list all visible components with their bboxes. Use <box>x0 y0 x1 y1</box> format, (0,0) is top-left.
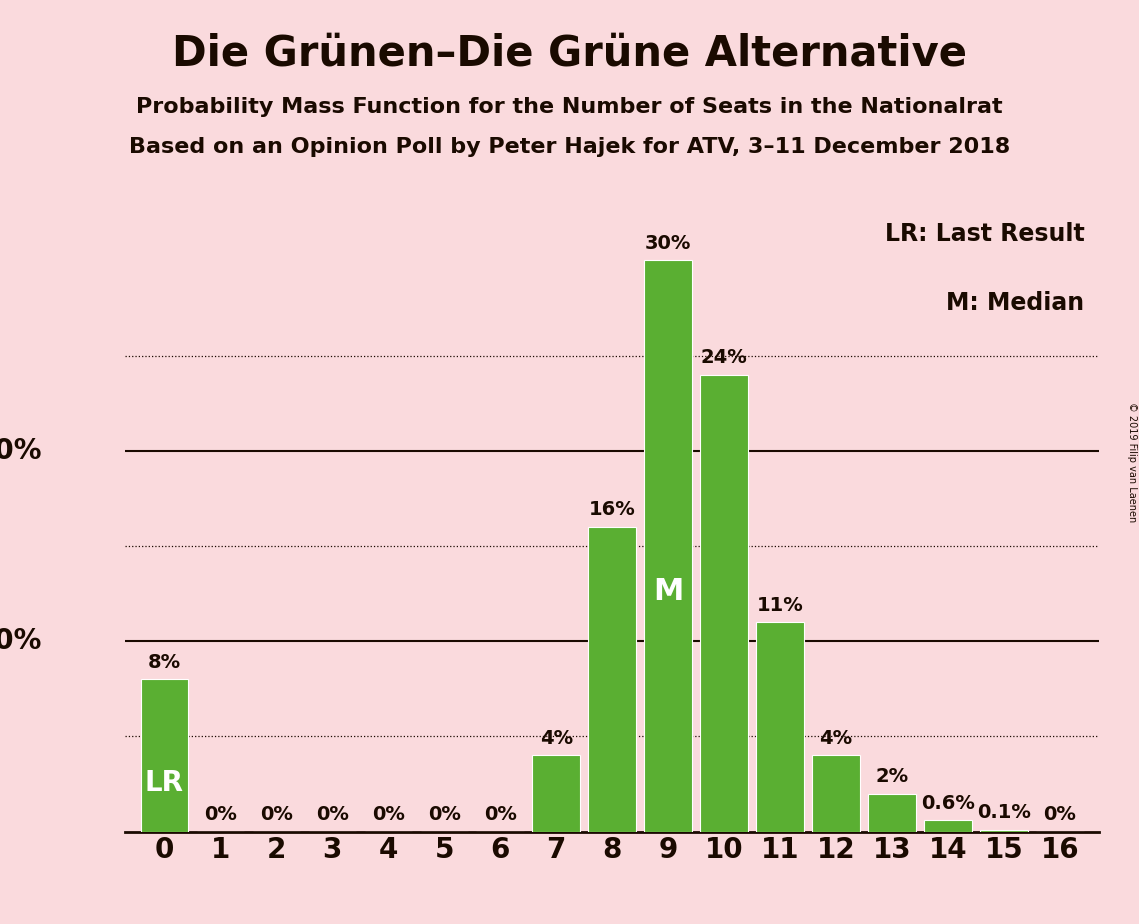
Text: 0.6%: 0.6% <box>921 794 975 812</box>
Bar <box>532 756 580 832</box>
Text: 0%: 0% <box>316 805 349 824</box>
Text: 0%: 0% <box>428 805 461 824</box>
Text: 0%: 0% <box>484 805 517 824</box>
Bar <box>700 374 748 832</box>
Text: 0%: 0% <box>204 805 237 824</box>
Text: 24%: 24% <box>700 348 747 367</box>
Bar <box>756 622 804 832</box>
Bar <box>141 679 188 832</box>
Text: 16%: 16% <box>589 500 636 519</box>
Text: 0%: 0% <box>372 805 404 824</box>
Bar <box>981 830 1027 832</box>
Bar <box>589 527 636 832</box>
Text: Die Grünen–Die Grüne Alternative: Die Grünen–Die Grüne Alternative <box>172 32 967 74</box>
Bar <box>924 821 972 832</box>
Text: © 2019 Filip van Laenen: © 2019 Filip van Laenen <box>1126 402 1137 522</box>
Text: 8%: 8% <box>148 652 181 672</box>
Text: 4%: 4% <box>540 729 573 748</box>
Bar <box>645 261 693 832</box>
Text: 30%: 30% <box>645 234 691 253</box>
Bar <box>812 756 860 832</box>
Text: LR: LR <box>145 769 185 796</box>
Text: 11%: 11% <box>756 596 803 614</box>
Bar <box>868 794 916 832</box>
Text: 0%: 0% <box>1043 805 1076 824</box>
Text: 4%: 4% <box>820 729 853 748</box>
Text: 0.1%: 0.1% <box>977 803 1031 822</box>
Text: LR: Last Result: LR: Last Result <box>885 222 1084 246</box>
Text: M: M <box>653 578 683 606</box>
Text: 2%: 2% <box>876 767 909 786</box>
Text: 20%: 20% <box>0 437 42 465</box>
Text: Probability Mass Function for the Number of Seats in the Nationalrat: Probability Mass Function for the Number… <box>137 97 1002 117</box>
Text: 10%: 10% <box>0 627 42 655</box>
Text: Based on an Opinion Poll by Peter Hajek for ATV, 3–11 December 2018: Based on an Opinion Poll by Peter Hajek … <box>129 137 1010 157</box>
Text: M: Median: M: Median <box>947 291 1084 315</box>
Text: 0%: 0% <box>260 805 293 824</box>
